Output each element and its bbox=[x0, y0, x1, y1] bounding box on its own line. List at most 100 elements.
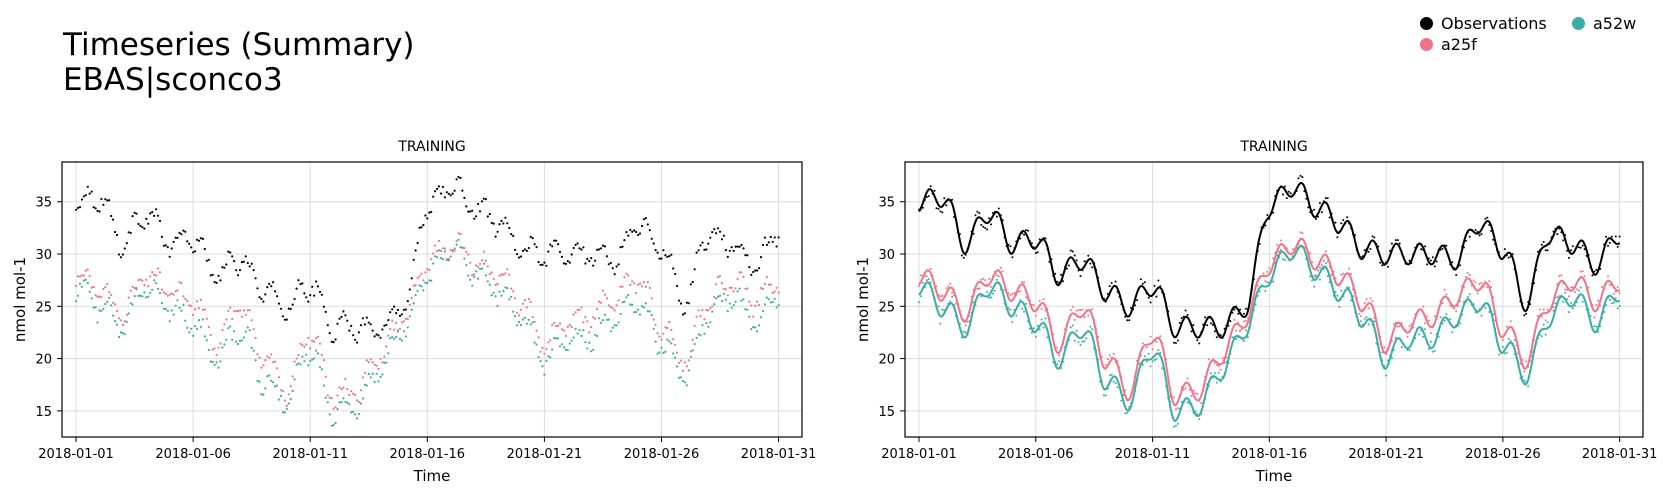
data-point bbox=[94, 207, 97, 210]
data-point bbox=[1243, 312, 1245, 315]
data-point bbox=[463, 196, 466, 199]
data-point bbox=[112, 218, 115, 221]
data-point bbox=[1342, 272, 1345, 275]
data-point bbox=[129, 231, 132, 234]
data-point bbox=[244, 330, 247, 333]
data-point bbox=[215, 361, 218, 364]
data-point bbox=[391, 308, 394, 311]
data-point bbox=[84, 269, 87, 272]
data-point bbox=[86, 281, 89, 285]
data-point bbox=[701, 309, 704, 312]
data-point bbox=[184, 297, 187, 300]
data-point bbox=[434, 190, 437, 193]
data-point bbox=[769, 235, 772, 239]
data-point bbox=[313, 294, 316, 297]
data-point bbox=[428, 279, 431, 282]
data-point bbox=[519, 308, 523, 311]
data-point bbox=[430, 210, 433, 214]
data-point bbox=[1429, 332, 1432, 335]
series-a25f bbox=[918, 231, 1621, 411]
data-point bbox=[346, 319, 349, 322]
data-point bbox=[293, 297, 296, 301]
data-point bbox=[1295, 250, 1298, 253]
data-point bbox=[381, 361, 384, 364]
data-point bbox=[217, 366, 220, 369]
data-point bbox=[434, 244, 437, 247]
data-point bbox=[1595, 268, 1598, 271]
data-point bbox=[1365, 298, 1368, 301]
y-tick-label: 35 bbox=[35, 196, 52, 211]
data-point bbox=[687, 359, 690, 362]
data-point bbox=[348, 393, 351, 397]
data-point bbox=[174, 304, 177, 307]
data-point bbox=[1235, 329, 1238, 332]
data-point bbox=[1233, 308, 1236, 311]
series-line bbox=[918, 237, 1621, 407]
data-point bbox=[233, 310, 236, 313]
data-point bbox=[1036, 324, 1039, 327]
data-point bbox=[133, 286, 136, 290]
data-point bbox=[1032, 327, 1035, 330]
data-point bbox=[1272, 257, 1275, 260]
data-point bbox=[316, 285, 320, 288]
data-point bbox=[726, 255, 729, 258]
data-point bbox=[295, 363, 298, 366]
data-point bbox=[695, 251, 698, 254]
data-point bbox=[324, 375, 327, 378]
data-point bbox=[553, 337, 556, 340]
data-point bbox=[613, 309, 616, 312]
data-point bbox=[1038, 299, 1041, 302]
data-point bbox=[1159, 335, 1162, 338]
data-point bbox=[742, 247, 745, 250]
data-point bbox=[656, 251, 659, 254]
series-line bbox=[918, 181, 1621, 339]
data-point bbox=[410, 277, 413, 280]
data-point bbox=[340, 401, 343, 404]
data-point bbox=[611, 326, 614, 329]
data-point bbox=[1120, 399, 1123, 402]
data-point bbox=[155, 274, 158, 277]
data-point bbox=[108, 296, 111, 299]
data-point bbox=[592, 348, 595, 351]
data-point bbox=[531, 316, 534, 319]
data-point bbox=[506, 268, 509, 271]
data-point bbox=[182, 229, 185, 232]
data-point bbox=[699, 244, 702, 247]
legend-marker-a25f bbox=[1420, 38, 1433, 51]
data-point bbox=[416, 289, 419, 292]
data-point bbox=[137, 222, 140, 226]
data-point bbox=[100, 296, 103, 299]
data-point bbox=[471, 209, 474, 212]
data-point bbox=[383, 361, 386, 364]
data-point bbox=[162, 291, 165, 294]
data-point bbox=[966, 320, 969, 323]
data-point bbox=[492, 291, 495, 294]
data-point bbox=[418, 226, 421, 229]
legend-marker-observations bbox=[1420, 17, 1433, 30]
data-point bbox=[1089, 325, 1092, 328]
data-point bbox=[279, 389, 283, 392]
data-point bbox=[949, 300, 952, 303]
data-point bbox=[114, 303, 117, 306]
data-point bbox=[422, 223, 425, 227]
data-point bbox=[277, 398, 281, 401]
data-point bbox=[496, 304, 499, 308]
data-point bbox=[88, 275, 91, 278]
data-point bbox=[705, 308, 708, 312]
data-point bbox=[658, 335, 661, 338]
data-point bbox=[221, 266, 224, 269]
data-point bbox=[941, 308, 944, 311]
data-point bbox=[1011, 292, 1014, 295]
data-point bbox=[1564, 288, 1567, 291]
data-point bbox=[1503, 248, 1506, 251]
data-point bbox=[1336, 236, 1339, 239]
data-point bbox=[533, 320, 536, 323]
series-a25f bbox=[75, 232, 780, 410]
data-point bbox=[363, 371, 366, 374]
data-point bbox=[627, 234, 630, 237]
data-point bbox=[404, 335, 407, 338]
data-point bbox=[662, 332, 665, 335]
data-point bbox=[557, 337, 560, 340]
data-point bbox=[746, 254, 749, 257]
data-point bbox=[597, 300, 601, 303]
